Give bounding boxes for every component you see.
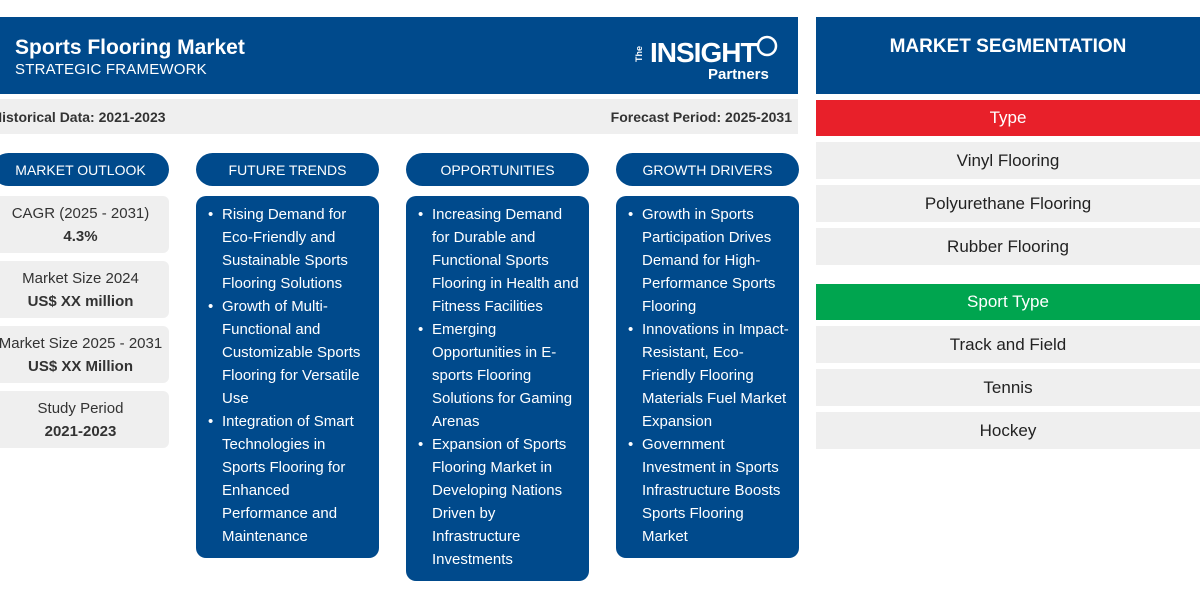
opportunity-item: Increasing Demand for Durable and Functi… bbox=[418, 203, 581, 318]
header-banner bbox=[0, 17, 798, 94]
outlook-value: 2021-2023 bbox=[44, 423, 117, 440]
logo-partners-text: Partners bbox=[708, 66, 769, 83]
outlook-label: Study Period bbox=[37, 400, 124, 417]
segmentation-title: MARKET SEGMENTATION bbox=[889, 36, 1127, 57]
page-title: Sports Flooring Market bbox=[15, 36, 245, 59]
segment-item-polyurethane: Polyurethane Flooring bbox=[816, 185, 1200, 222]
growth-drivers-panel: Growth in Sports Participation Drives De… bbox=[616, 196, 799, 558]
segmentation-header bbox=[816, 17, 1200, 94]
logo-the-text: The bbox=[634, 46, 644, 62]
trend-item: Rising Demand for Eco-Friendly and Susta… bbox=[208, 203, 371, 295]
outlook-value: 4.3% bbox=[63, 228, 98, 245]
page-subtitle: STRATEGIC FRAMEWORK bbox=[15, 61, 207, 78]
outlook-label: CAGR (2025 - 2031) bbox=[11, 205, 150, 222]
historical-period: Historical Data: 2021-2023 bbox=[0, 109, 166, 125]
outlook-market-size-forecast: Market Size 2025 - 2031 US$ XX Million bbox=[0, 326, 169, 383]
opportunity-item: Expansion of Sports Flooring Market in D… bbox=[418, 433, 581, 571]
segment-item-tennis: Tennis bbox=[816, 369, 1200, 406]
outlook-study-period: Study Period 2021-2023 bbox=[0, 391, 169, 448]
driver-item: Innovations in Impact-Resistant, Eco-Fri… bbox=[628, 318, 791, 433]
segment-item-vinyl: Vinyl Flooring bbox=[816, 142, 1200, 179]
segment-item-rubber: Rubber Flooring bbox=[816, 228, 1200, 265]
opportunities-header: OPPORTUNITIES bbox=[406, 153, 589, 186]
market-outlook-header: MARKET OUTLOOK bbox=[0, 153, 169, 186]
segment-sport-type-header: Sport Type bbox=[816, 284, 1200, 320]
segment-type-header: Type bbox=[816, 100, 1200, 136]
forecast-period: Forecast Period: 2025-2031 bbox=[610, 109, 792, 125]
outlook-value: US$ XX million bbox=[27, 293, 134, 310]
period-bar bbox=[0, 99, 798, 134]
growth-drivers-header: GROWTH DRIVERS bbox=[616, 153, 799, 186]
outlook-market-size-2024: Market Size 2024 US$ XX million bbox=[0, 261, 169, 318]
outlook-label: Market Size 2025 - 2031 bbox=[0, 335, 163, 352]
trend-item: Growth of Multi-Functional and Customiza… bbox=[208, 295, 371, 410]
logo-circle-icon bbox=[756, 35, 778, 57]
opportunities-panel: Increasing Demand for Durable and Functi… bbox=[406, 196, 589, 581]
segment-item-hockey: Hockey bbox=[816, 412, 1200, 449]
future-trends-header: FUTURE TRENDS bbox=[196, 153, 379, 186]
opportunity-item: Emerging Opportunities in E-sports Floor… bbox=[418, 318, 581, 433]
logo-insight-text: INSIGHT bbox=[650, 37, 757, 68]
driver-item: Government Investment in Sports Infrastr… bbox=[628, 433, 791, 548]
driver-item: Growth in Sports Participation Drives De… bbox=[628, 203, 791, 318]
outlook-value: US$ XX Million bbox=[27, 358, 133, 375]
future-trends-panel: Rising Demand for Eco-Friendly and Susta… bbox=[196, 196, 379, 558]
trend-item: Integration of Smart Technologies in Spo… bbox=[208, 410, 371, 548]
insight-partners-logo: The INSIGHT Partners bbox=[634, 35, 778, 83]
outlook-cagr: CAGR (2025 - 2031) 4.3% bbox=[0, 196, 169, 253]
segment-item-track-and-field: Track and Field bbox=[816, 326, 1200, 363]
outlook-label: Market Size 2024 bbox=[22, 270, 139, 287]
